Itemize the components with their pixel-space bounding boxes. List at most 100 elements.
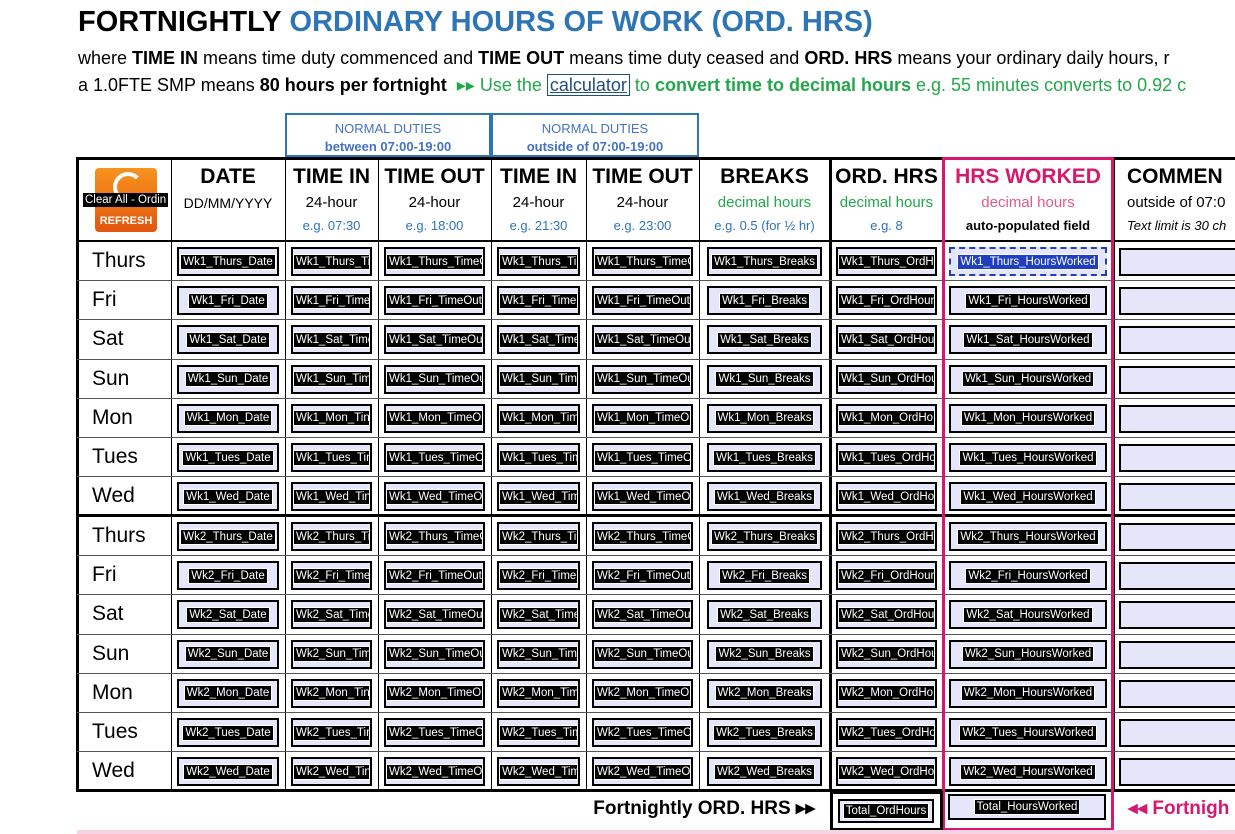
input-field[interactable]: Wk1_Tues_TimeO [384,443,485,472]
input-field[interactable]: Wk2_Tues_HoursWorked [949,718,1107,747]
input-field[interactable]: Wk1_Tues_Date [177,443,279,472]
input-field[interactable]: Wk1_Mon_Breaks [707,403,822,433]
input-field[interactable]: Wk2_Sat_OrdHou [836,600,937,630]
input-field[interactable]: Wk2_Mon_TimeO [384,678,485,708]
input-field[interactable]: Wk2_Fri_OrdHour [836,561,937,591]
input-field[interactable]: Wk2_Sat_Time [497,600,580,630]
input-field[interactable]: Wk1_Thurs_TimeO [384,247,485,276]
comment-field[interactable] [1119,444,1235,472]
input-field[interactable]: Wk1_Sat_Breaks [707,325,822,355]
input-field[interactable]: Wk2_Wed_Breaks [707,757,822,787]
input-field[interactable]: Wk2_Sun_TimeOu [592,639,693,669]
input-field[interactable]: Wk2_Wed_Tin [291,757,372,787]
input-field[interactable]: Wk1_Sat_TimeOut [592,325,693,355]
input-field[interactable]: Wk1_Sat_HoursWorked [949,325,1107,355]
input-field[interactable]: Wk1_Tues_OrdHo [836,443,937,472]
total-ord-field[interactable]: Total_OrdHours [838,799,934,823]
input-field[interactable]: Wk2_Thurs_Date [177,522,279,551]
input-field[interactable]: Wk1_Fri_OrdHour [836,286,937,316]
input-field[interactable]: Wk2_Sun_Time [497,639,580,669]
input-field[interactable]: Wk2_Sat_TimeOut [384,600,485,630]
input-field[interactable]: Wk2_Sun_Date [177,639,279,669]
comment-field[interactable] [1119,679,1235,708]
input-field[interactable]: Wk2_Wed_TimeO [384,757,485,787]
input-field[interactable]: Wk1_Sat_OrdHou [836,325,937,355]
calculator-link[interactable]: calculator [546,74,630,96]
input-field[interactable]: Wk1_Wed_Date [177,482,279,512]
comment-field[interactable] [1119,287,1235,316]
input-field[interactable]: Wk1_Thurs_Date [177,247,279,276]
input-field[interactable]: Wk1_Fri_HoursWorked [949,286,1107,316]
input-field[interactable]: Wk2_Fri_HoursWorked [949,561,1107,591]
input-field[interactable]: Wk1_Tues_Tim [497,443,580,472]
input-field[interactable]: Wk1_Fri_TimeI [497,286,580,316]
input-field[interactable]: Wk2_Wed_HoursWorked [949,757,1107,787]
input-field[interactable]: Wk2_Tues_Date [177,718,279,747]
input-field[interactable]: Wk2_Thurs_TimeO [384,522,485,551]
input-field[interactable]: Wk2_Sat_Date [177,600,279,630]
input-field[interactable]: Wk1_Fri_Date [177,286,279,316]
input-field[interactable]: Wk1_Thurs_HoursWorked [949,247,1107,276]
input-field[interactable]: Wk1_Mon_TimeO [592,403,693,433]
input-field[interactable]: Wk2_Thurs_TimeC [592,522,693,551]
input-field[interactable]: Wk1_Sun_TimeOu [592,364,693,394]
input-field[interactable]: Wk2_Wed_Tim [497,757,580,787]
comment-field[interactable] [1119,326,1235,355]
input-field[interactable]: Wk1_Wed_HoursWorked [949,482,1107,512]
input-field[interactable]: Wk1_Thurs_TimeC [592,247,693,276]
input-field[interactable]: Wk1_Tues_TimeO [592,443,693,472]
input-field[interactable]: Wk2_Thurs_Breaks [707,522,822,551]
input-field[interactable]: Wk1_Thurs_Breaks [707,247,822,276]
comment-field[interactable] [1119,523,1235,551]
input-field[interactable]: Wk2_Sun_TimeOu [384,639,485,669]
input-field[interactable]: Wk1_Tues_HoursWorked [949,443,1107,472]
input-field[interactable]: Wk1_Sat_Time [291,325,372,355]
input-field[interactable]: Wk1_Mon_TimeO [384,403,485,433]
input-field[interactable]: Wk2_Mon_Tim [497,678,580,708]
input-field[interactable]: Wk2_Fri_TimeOut [592,561,693,591]
input-field[interactable]: Wk2_Tues_TimeO [384,718,485,747]
input-field[interactable]: Wk2_Wed_OrdHo [836,757,937,787]
input-field[interactable]: Wk2_Fri_TimeI [497,561,580,591]
input-field[interactable]: Wk2_Fri_Date [177,561,279,591]
input-field[interactable]: Wk1_Mon_Tim [497,403,580,433]
input-field[interactable]: Wk2_Wed_Date [177,757,279,787]
refresh-button[interactable]: Clear All - Ordin REFRESH [83,168,169,232]
comment-field[interactable] [1119,404,1235,433]
input-field[interactable]: Wk1_Thurs_Ti [291,247,372,276]
input-field[interactable]: Wk1_Thurs_OrdH [836,247,937,276]
input-field[interactable]: Wk1_Sun_Date [177,364,279,394]
comment-field[interactable] [1119,562,1235,591]
input-field[interactable]: Wk2_Mon_Date [177,678,279,708]
input-field[interactable]: Wk1_Sat_Time [497,325,580,355]
comment-field[interactable] [1119,758,1235,787]
input-field[interactable]: Wk2_Wed_TimeO [592,757,693,787]
input-field[interactable]: Wk2_Mon_Tin [291,678,372,708]
input-field[interactable]: Wk2_Sun_Breaks [707,639,822,669]
total-worked-field[interactable]: Total_HoursWorked [948,794,1106,820]
input-field[interactable]: Wk2_Sun_Tim [291,639,372,669]
input-field[interactable]: Wk1_Wed_OrdHo [836,482,937,512]
input-field[interactable]: Wk2_Sat_TimeOut [592,600,693,630]
input-field[interactable]: Wk2_Mon_Breaks [707,678,822,708]
input-field[interactable]: Wk2_Tues_Tim [497,718,580,747]
input-field[interactable]: Wk1_Thurs_Tim [497,247,580,276]
input-field[interactable]: Wk1_Mon_HoursWorked [949,403,1107,433]
input-field[interactable]: Wk1_Mon_Date [177,403,279,433]
comment-field[interactable] [1119,483,1235,512]
input-field[interactable]: Wk1_Wed_Tin [291,482,372,512]
input-field[interactable]: Wk1_Wed_Breaks [707,482,822,512]
input-field[interactable]: Wk1_Sun_TimeOu [384,364,485,394]
input-field[interactable]: Wk2_Fri_Breaks [707,561,822,591]
input-field[interactable]: Wk1_Sun_Tim [291,364,372,394]
input-field[interactable]: Wk1_Sun_Breaks [707,364,822,394]
input-field[interactable]: Wk1_Sun_HoursWorked [949,364,1107,394]
comment-field[interactable] [1119,365,1235,394]
input-field[interactable]: Wk1_Fri_TimeOut_ [592,286,693,316]
input-field[interactable]: Wk2_Sat_HoursWorked [949,600,1107,630]
comment-field[interactable] [1119,248,1235,276]
input-field[interactable]: Wk2_Thurs_Ti [291,522,372,551]
input-field[interactable]: Wk1_Sun_OrdHou [836,364,937,394]
input-field[interactable]: Wk2_Sat_Time [291,600,372,630]
input-field[interactable]: Wk1_Sun_Time [497,364,580,394]
